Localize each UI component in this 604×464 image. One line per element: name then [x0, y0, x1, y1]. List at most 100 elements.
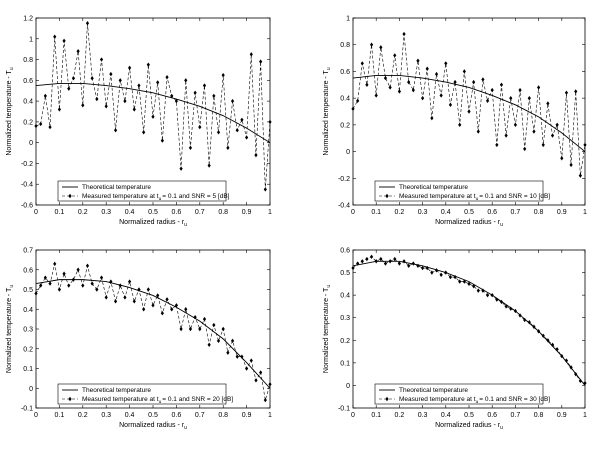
x-tick-label: 0.7 — [195, 209, 205, 216]
x-axis-title: Normalized radius - ru — [435, 219, 503, 228]
y-tick-label: -0.4 — [338, 203, 350, 210]
measured-point — [527, 320, 531, 325]
legend-measured-suffix: = 0.1 and SNR = 10 [dB] — [479, 193, 550, 200]
measured-curve — [36, 23, 270, 190]
measured-point — [263, 187, 267, 192]
legend-measured-label: Measured temperature at tu= 0.1 and SNR … — [82, 396, 233, 405]
measured-point — [416, 263, 420, 268]
measured-point — [360, 61, 364, 66]
measured-point — [439, 93, 443, 98]
measured-point — [39, 283, 43, 288]
measured-point — [132, 299, 136, 304]
measured-point — [123, 295, 127, 300]
measured-point — [254, 378, 258, 383]
measured-point — [583, 142, 587, 148]
measured-point — [546, 101, 550, 106]
x-tick-label: 0.5 — [148, 412, 158, 419]
measured-point — [462, 69, 466, 74]
y-tick-label: 0.5 — [23, 287, 33, 294]
measured-point — [541, 333, 545, 338]
measured-point — [109, 71, 113, 77]
measured-point — [268, 119, 272, 125]
measured-point — [476, 288, 480, 293]
y-tick-label: 0.5 — [340, 270, 350, 277]
measured-point — [453, 79, 457, 85]
measured-point — [81, 103, 85, 108]
measured-point — [518, 313, 522, 318]
measured-point — [235, 128, 239, 133]
x-tick-label: 0.5 — [148, 209, 158, 216]
y-tick-label: 0.4 — [340, 96, 350, 103]
x-tick-label: 0 — [34, 412, 38, 419]
measured-point — [453, 274, 457, 280]
measured-point — [146, 62, 150, 67]
chart-panel-1: 0 0.1 0.2 0.3 0.4 0.5 0.6 0.7 0.8 0.9 1 -0.6 -0.4 -0.… — [6, 16, 272, 229]
y-tick-label: -0.4 — [21, 182, 33, 189]
measured-point — [198, 124, 202, 130]
legend-measured-prefix: Measured temperature at t — [399, 193, 476, 200]
measured-point — [188, 326, 193, 332]
measured-point — [39, 121, 43, 127]
measured-point — [132, 107, 136, 112]
measured-point — [499, 299, 504, 305]
x-tick-label: 0.8 — [218, 209, 228, 216]
measured-point — [170, 307, 174, 312]
measured-point — [430, 115, 434, 121]
x-tick-label: 1 — [583, 209, 587, 216]
measured-point — [485, 292, 490, 298]
x-tick-label: 0.9 — [242, 209, 252, 216]
measured-point — [569, 365, 573, 370]
x-tick-label: 0.9 — [242, 412, 252, 419]
measured-point — [48, 281, 52, 286]
measured-point — [472, 79, 476, 85]
legend-measured-prefix: Measured temperature at t — [82, 396, 159, 403]
measured-point — [434, 71, 439, 77]
y-tick-label: 0.3 — [23, 327, 33, 334]
measured-point — [118, 283, 122, 288]
measured-point — [518, 87, 522, 93]
measured-point — [113, 299, 118, 304]
measured-point — [245, 366, 249, 371]
chart-panel-4: 0 0.1 0.2 0.3 0.4 0.5 0.6 0.7 0.8 0.9 1-0.100.10.2… — [323, 248, 587, 432]
measured-point — [165, 75, 169, 80]
measured-point — [207, 342, 211, 347]
measured-point — [537, 85, 541, 90]
measured-point — [550, 133, 555, 138]
measured-point — [383, 261, 388, 266]
x-axis-title-main: Normalized radius - r — [119, 219, 185, 226]
measured-point — [397, 261, 401, 266]
measured-point — [569, 162, 573, 168]
measured-point — [226, 350, 230, 355]
measured-point — [374, 259, 378, 264]
x-tick-label: 0.1 — [371, 412, 381, 419]
chart-panel-2: 0 0.1 0.2 0.3 0.4 0.5 0.6 0.7 0.8 0.9 1 -0.4 -0.2 0 0.… — [323, 16, 587, 229]
measured-point — [495, 297, 499, 302]
x-axis-title: Normalized radius - ru — [119, 219, 187, 228]
y-axis-title: Normalized temperature - Tu — [323, 67, 332, 155]
measured-point — [81, 283, 85, 288]
y-tick-label: 0.2 — [23, 119, 33, 126]
legend-box — [57, 383, 227, 405]
measured-point — [137, 287, 141, 292]
measured-point — [490, 292, 494, 298]
measured-point — [365, 82, 369, 87]
legend-theoretical-label: Theoretical temperature — [399, 387, 468, 394]
y-axis-title-main: Normalized temperature - T — [323, 69, 330, 155]
measured-point — [156, 80, 160, 85]
y-tick-label: 0.2 — [23, 346, 33, 353]
y-tick-label: 0.8 — [23, 57, 33, 64]
legend-measured-sub: u — [476, 197, 479, 202]
y-tick-label: 0 — [346, 149, 350, 156]
y-tick-label: 0.4 — [340, 293, 350, 300]
measured-point — [109, 279, 113, 284]
measured-point — [128, 279, 132, 284]
x-tick-label: 0.7 — [511, 209, 521, 216]
measured-point — [212, 93, 216, 99]
measured-point — [421, 265, 425, 271]
measured-point — [207, 163, 211, 168]
x-tick-label: 0.2 — [395, 209, 405, 216]
x-tick-label: 0.5 — [464, 209, 474, 216]
measured-point — [458, 122, 462, 128]
chart-panel-3: 0 0.1 0.2 0.3 0.4 0.5 0.6 0.7 0.8 0.9 1-0.100.10.2… — [6, 248, 272, 432]
measured-point — [216, 338, 221, 344]
